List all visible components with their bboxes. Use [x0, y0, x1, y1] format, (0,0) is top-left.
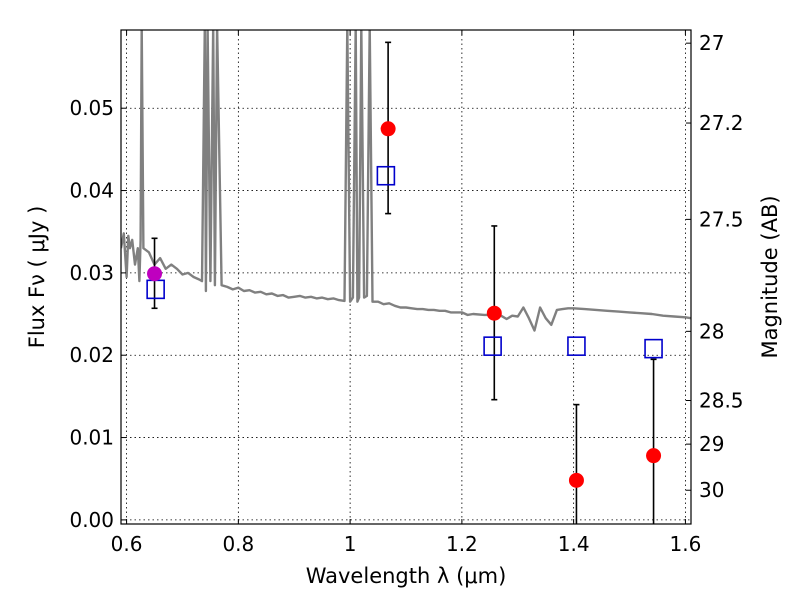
observed-data-point	[486, 305, 502, 321]
sed-model-series	[121, 30, 691, 332]
axis-ticks: 0.6 0.8 1 1.2 1.4 1.6 0.00 0.01 0.02 0.03 0.04 0.05…	[69, 30, 744, 556]
observed-data-point	[568, 472, 584, 488]
right-tick-label: 27.5	[699, 207, 744, 231]
right-tick-label: 27.2	[699, 111, 744, 135]
model-square-point	[567, 336, 586, 356]
right-tick-label: 27	[699, 31, 724, 55]
x-tick-label: 1.2	[446, 532, 478, 556]
y-tick-label: 0.00	[69, 508, 114, 532]
observed-data-point	[646, 448, 662, 464]
model-square-point	[146, 279, 165, 300]
sed-model-line	[121, 30, 691, 332]
x-tick-label: 0.6	[111, 532, 143, 556]
y-tick-label: 0.02	[69, 343, 114, 367]
data-marks	[146, 41, 663, 524]
y-tick-label: 0.04	[69, 179, 114, 203]
right-tick-label: 30	[699, 478, 724, 502]
x-tick-label: 1	[344, 532, 357, 556]
observed-data-point	[147, 266, 163, 282]
x-tick-label: 1.4	[558, 532, 590, 556]
right-tick-label: 28	[699, 319, 724, 343]
right-tick-label: 28.5	[699, 389, 744, 413]
y-tick-label: 0.05	[69, 96, 114, 120]
y-axis-label-left: Flux Fν ( μJy )	[25, 206, 49, 349]
y-axis-label-right: Magnitude (AB)	[758, 195, 782, 358]
x-tick-label: 1.6	[670, 532, 702, 556]
model-square-point	[483, 336, 502, 356]
plot-frame	[120, 29, 692, 525]
model-square-point	[376, 165, 396, 186]
observed-data-point	[380, 121, 396, 137]
x-axis-label: Wavelength λ (μm)	[306, 564, 507, 588]
right-tick-label: 29	[699, 432, 724, 456]
model-square-point	[644, 338, 663, 359]
y-tick-label: 0.03	[69, 261, 114, 285]
y-tick-label: 0.01	[69, 426, 114, 450]
x-tick-label: 0.8	[222, 532, 254, 556]
